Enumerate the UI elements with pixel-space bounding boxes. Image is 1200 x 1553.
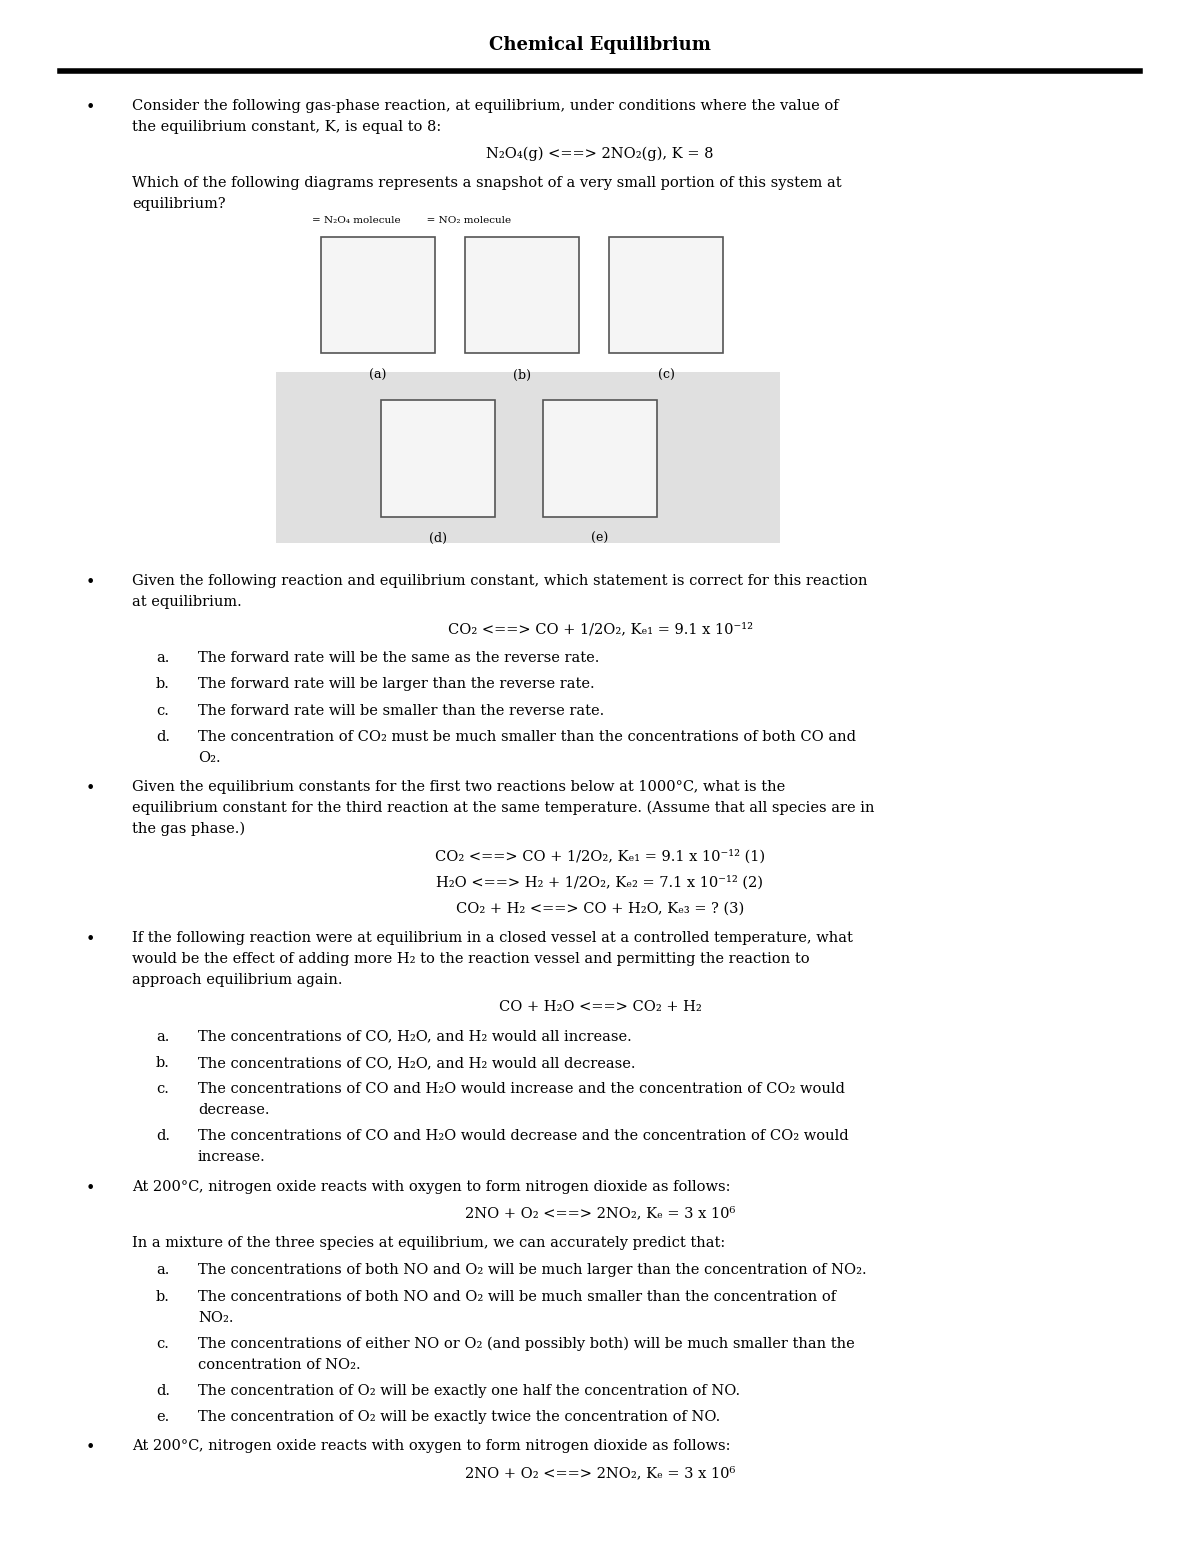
Text: equilibrium constant for the third reaction at the same temperature. (Assume tha: equilibrium constant for the third react… [132,801,875,815]
Text: 2NO + O₂ <==> 2NO₂, Kₑ = 3 x 10⁶: 2NO + O₂ <==> 2NO₂, Kₑ = 3 x 10⁶ [464,1207,736,1221]
Text: At 200°C, nitrogen oxide reacts with oxygen to form nitrogen dioxide as follows:: At 200°C, nitrogen oxide reacts with oxy… [132,1440,731,1454]
Text: d.: d. [156,1129,170,1143]
Text: a.: a. [156,1030,169,1044]
Text: The concentrations of CO and H₂O would increase and the concentration of CO₂ wou: The concentrations of CO and H₂O would i… [198,1082,845,1096]
Text: The forward rate will be larger than the reverse rate.: The forward rate will be larger than the… [198,677,595,691]
Text: increase.: increase. [198,1151,265,1165]
Text: At 200°C, nitrogen oxide reacts with oxygen to form nitrogen dioxide as follows:: At 200°C, nitrogen oxide reacts with oxy… [132,1179,731,1194]
Text: e.: e. [156,1410,169,1424]
Text: H₂O <==> H₂ + 1/2O₂, Kₑ₂ = 7.1 x 10⁻¹² (2): H₂O <==> H₂ + 1/2O₂, Kₑ₂ = 7.1 x 10⁻¹² (… [437,876,763,890]
Text: The forward rate will be the same as the reverse rate.: The forward rate will be the same as the… [198,651,599,665]
Text: The concentration of O₂ will be exactly one half the concentration of NO.: The concentration of O₂ will be exactly … [198,1384,740,1398]
Text: decrease.: decrease. [198,1103,270,1117]
Text: a.: a. [156,651,169,665]
Text: •: • [85,573,95,590]
Text: The concentrations of CO and H₂O would decrease and the concentration of CO₂ wou: The concentrations of CO and H₂O would d… [198,1129,848,1143]
Text: concentration of NO₂.: concentration of NO₂. [198,1357,361,1371]
FancyBboxPatch shape [276,373,780,544]
Text: b.: b. [156,1056,170,1070]
Bar [542,401,658,517]
Text: •: • [85,99,95,115]
Bar [466,238,580,354]
Text: 2NO + O₂ <==> 2NO₂, Kₑ = 3 x 10⁶: 2NO + O₂ <==> 2NO₂, Kₑ = 3 x 10⁶ [464,1466,736,1480]
Text: O₂.: O₂. [198,750,221,764]
Text: c.: c. [156,1337,169,1351]
Text: c.: c. [156,1082,169,1096]
Text: equilibrium?: equilibrium? [132,197,226,211]
Text: The concentration of CO₂ must be much smaller than the concentrations of both CO: The concentration of CO₂ must be much sm… [198,730,856,744]
Text: b.: b. [156,677,170,691]
Text: •: • [85,1179,95,1196]
Text: •: • [85,932,95,947]
Text: Given the equilibrium constants for the first two reactions below at 1000°C, wha: Given the equilibrium constants for the … [132,780,785,794]
Bar [322,238,436,354]
Text: CO + H₂O <==> CO₂ + H₂: CO + H₂O <==> CO₂ + H₂ [499,1000,701,1014]
Text: the equilibrium constant, K, is equal to 8:: the equilibrium constant, K, is equal to… [132,120,442,134]
Text: approach equilibrium again.: approach equilibrium again. [132,974,342,988]
Text: The concentrations of either NO or O₂ (and possibly both) will be much smaller t: The concentrations of either NO or O₂ (a… [198,1337,854,1351]
Text: •: • [85,1440,95,1457]
Text: •: • [85,780,95,797]
Text: The forward rate will be smaller than the reverse rate.: The forward rate will be smaller than th… [198,704,605,717]
Bar [382,401,496,517]
Text: c.: c. [156,704,169,717]
Text: (e): (e) [592,533,608,545]
Text: Consider the following gas-phase reaction, at equilibrium, under conditions wher: Consider the following gas-phase reactio… [132,99,839,113]
Text: = N₂O₄ molecule        = NO₂ molecule: = N₂O₄ molecule = NO₂ molecule [312,216,511,225]
Text: (d): (d) [430,533,446,545]
Text: Given the following reaction and equilibrium constant, which statement is correc: Given the following reaction and equilib… [132,573,868,587]
Text: The concentrations of both NO and O₂ will be much larger than the concentration : The concentrations of both NO and O₂ wil… [198,1263,866,1278]
Text: CO₂ <==> CO + 1/2O₂, Kₑ₁ = 9.1 x 10⁻¹²: CO₂ <==> CO + 1/2O₂, Kₑ₁ = 9.1 x 10⁻¹² [448,621,752,635]
Text: The concentrations of CO, H₂O, and H₂ would all decrease.: The concentrations of CO, H₂O, and H₂ wo… [198,1056,636,1070]
Text: d.: d. [156,730,170,744]
Text: would be the effect of adding more H₂ to the reaction vessel and permitting the : would be the effect of adding more H₂ to… [132,952,810,966]
Text: b.: b. [156,1289,170,1303]
Text: Chemical Equilibrium: Chemical Equilibrium [490,36,710,54]
Bar [610,238,724,354]
Text: NO₂.: NO₂. [198,1311,234,1325]
Text: d.: d. [156,1384,170,1398]
Text: If the following reaction were at equilibrium in a closed vessel at a controlled: If the following reaction were at equili… [132,932,853,946]
Text: The concentration of O₂ will be exactly twice the concentration of NO.: The concentration of O₂ will be exactly … [198,1410,720,1424]
Text: the gas phase.): the gas phase.) [132,822,245,837]
Text: In a mixture of the three species at equilibrium, we can accurately predict that: In a mixture of the three species at equ… [132,1236,725,1250]
Text: at equilibrium.: at equilibrium. [132,595,241,609]
Text: N₂O₄(g) <==> 2NO₂(g), K = 8: N₂O₄(g) <==> 2NO₂(g), K = 8 [486,148,714,162]
Text: a.: a. [156,1263,169,1278]
Text: The concentrations of both NO and O₂ will be much smaller than the concentration: The concentrations of both NO and O₂ wil… [198,1289,836,1303]
Text: (b): (b) [514,370,530,382]
Text: The concentrations of CO, H₂O, and H₂ would all increase.: The concentrations of CO, H₂O, and H₂ wo… [198,1030,631,1044]
Text: (a): (a) [370,370,386,382]
Text: Which of the following diagrams represents a snapshot of a very small portion of: Which of the following diagrams represen… [132,175,841,189]
Text: CO₂ <==> CO + 1/2O₂, Kₑ₁ = 9.1 x 10⁻¹² (1): CO₂ <==> CO + 1/2O₂, Kₑ₁ = 9.1 x 10⁻¹² (… [434,849,766,863]
Text: (c): (c) [658,370,674,382]
Text: CO₂ + H₂ <==> CO + H₂O, Kₑ₃ = ? (3): CO₂ + H₂ <==> CO + H₂O, Kₑ₃ = ? (3) [456,902,744,916]
